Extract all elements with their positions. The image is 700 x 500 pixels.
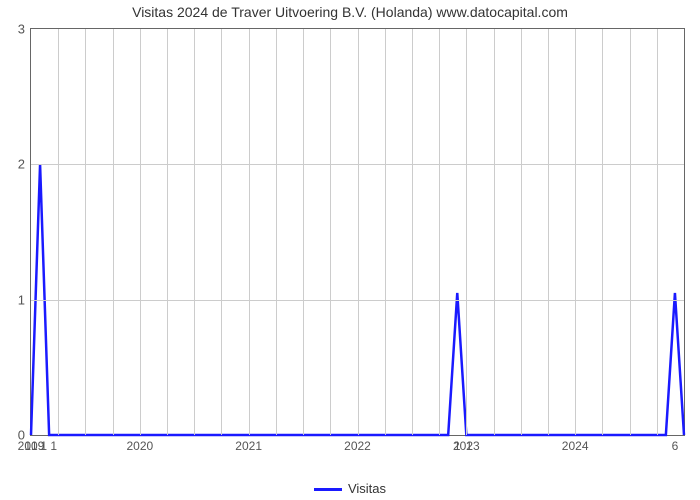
grid-line-vertical	[548, 29, 549, 435]
chart-title: Visitas 2024 de Traver Uitvoering B.V. (…	[0, 4, 700, 20]
grid-line-vertical	[113, 29, 114, 435]
grid-line-vertical	[221, 29, 222, 435]
grid-line-vertical	[167, 29, 168, 435]
grid-line-vertical	[85, 29, 86, 435]
grid-line-vertical	[412, 29, 413, 435]
grid-line-vertical	[575, 29, 576, 435]
grid-line-vertical	[358, 29, 359, 435]
grid-line-vertical	[385, 29, 386, 435]
grid-line-horizontal	[31, 300, 684, 301]
data-point-value-label: 1	[466, 439, 473, 453]
data-point-value-label: 1	[50, 439, 57, 453]
y-axis-tick-label: 2	[18, 157, 25, 172]
grid-line-vertical	[140, 29, 141, 435]
chart-container: Visitas 2024 de Traver Uitvoering B.V. (…	[0, 0, 700, 500]
grid-line-vertical	[58, 29, 59, 435]
data-point-value-label: 1	[454, 439, 461, 453]
plot-area: 20192020202120222023202401231011116	[30, 28, 685, 436]
data-point-value-label: 10	[24, 439, 37, 453]
grid-line-vertical	[276, 29, 277, 435]
x-axis-tick-label: 2021	[235, 439, 262, 453]
x-axis-tick-label: 2024	[562, 439, 589, 453]
grid-line-vertical	[439, 29, 440, 435]
legend-label: Visitas	[348, 481, 386, 496]
grid-line-vertical	[630, 29, 631, 435]
y-axis-tick-label: 1	[18, 292, 25, 307]
legend: Visitas	[0, 481, 700, 496]
grid-line-vertical	[249, 29, 250, 435]
grid-line-vertical	[330, 29, 331, 435]
grid-line-vertical	[657, 29, 658, 435]
grid-line-vertical	[602, 29, 603, 435]
grid-line-vertical	[521, 29, 522, 435]
x-axis-tick-label: 2020	[126, 439, 153, 453]
grid-line-vertical	[194, 29, 195, 435]
grid-line-vertical	[303, 29, 304, 435]
data-point-value-label: 1	[40, 439, 47, 453]
grid-line-vertical	[494, 29, 495, 435]
grid-line-horizontal	[31, 164, 684, 165]
legend-swatch	[314, 488, 342, 491]
x-axis-tick-label: 2022	[344, 439, 371, 453]
grid-line-vertical	[466, 29, 467, 435]
y-axis-tick-label: 3	[18, 22, 25, 37]
data-point-value-label: 6	[672, 439, 679, 453]
